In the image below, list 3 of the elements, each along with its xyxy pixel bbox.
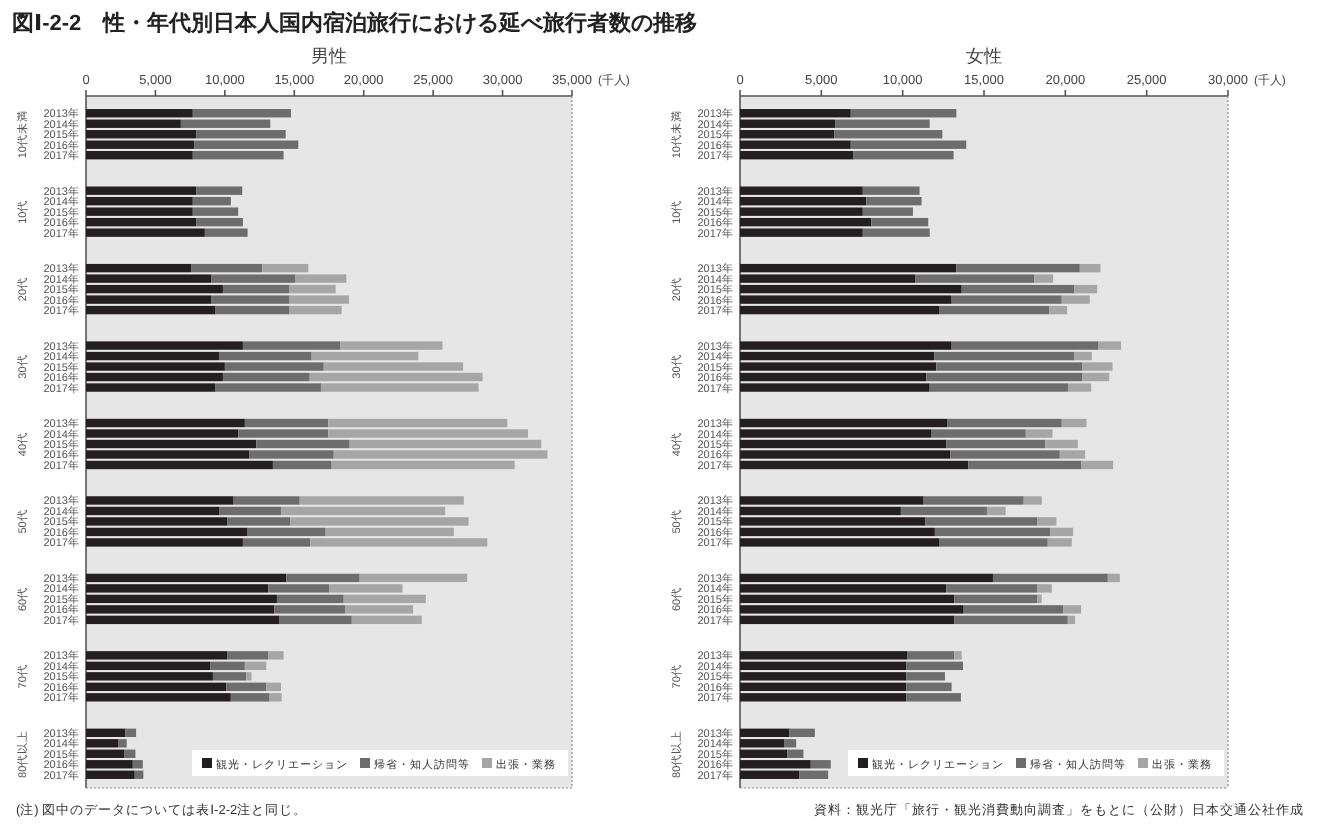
chart-title: 女性 [966,46,1002,66]
chart-title: 図Ⅰ-2-2 性・年代別日本人国内宿泊旅行における延べ旅行者数の推移 [12,10,698,36]
chart-subtitle: 男性 [311,46,347,66]
